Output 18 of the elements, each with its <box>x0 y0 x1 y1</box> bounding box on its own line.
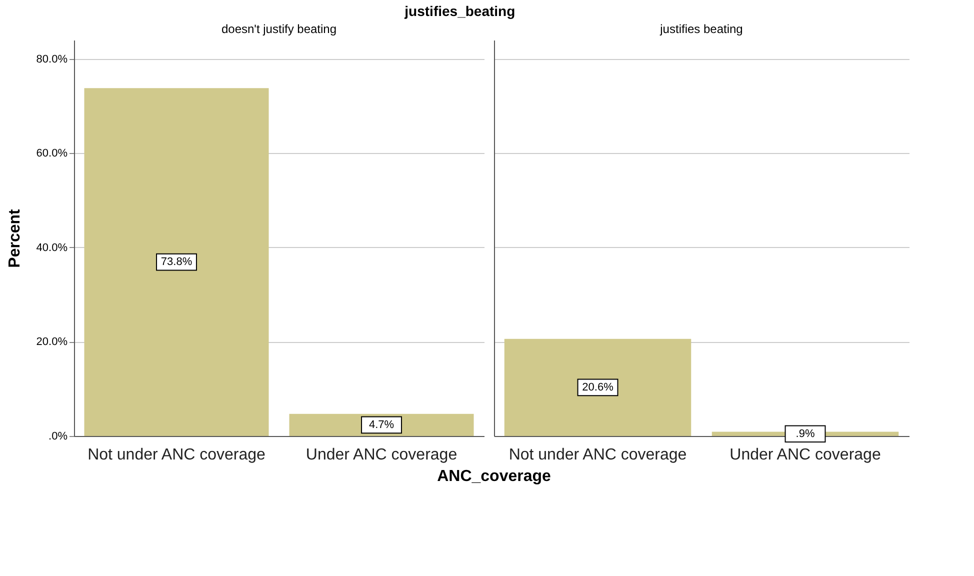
y-tick-label: 60.0% <box>36 148 68 160</box>
x-axis-title: ANC_coverage <box>437 468 552 485</box>
chart-title: justifies_beating <box>404 3 516 19</box>
y-tick-label: 20.0% <box>36 336 68 348</box>
data-label: .9% <box>796 428 815 440</box>
data-label: 20.6% <box>582 381 614 394</box>
chart-subtitle: doesn't justify beating <box>221 22 337 36</box>
x-tick-label: Not under ANC coverage <box>508 446 687 464</box>
data-label: 73.8% <box>160 256 192 268</box>
x-tick-label: Under ANC coverage <box>730 446 881 464</box>
y-tick-label: 80.0% <box>36 53 68 66</box>
chart-subtitle: justifies beating <box>659 22 743 36</box>
data-label: 4.7% <box>368 418 394 431</box>
x-tick-label: Not under ANC coverage <box>88 446 266 464</box>
y-axis-title: Percent <box>6 208 24 268</box>
y-tick-label: .0% <box>48 430 68 442</box>
x-tick-label: Under ANC coverage <box>306 446 458 464</box>
y-tick-label: 40.0% <box>36 242 68 254</box>
